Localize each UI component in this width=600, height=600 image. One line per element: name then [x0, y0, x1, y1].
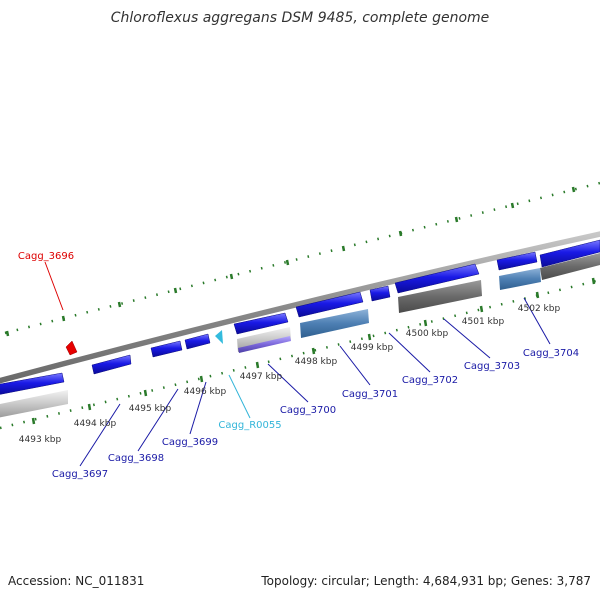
- leader-3700: [267, 363, 309, 403]
- leader-3702: [388, 332, 431, 373]
- gene-arrow-3703: [394, 263, 480, 294]
- scale-labels: 4493 kbp 4494 kbp 4495 kbp 4496 kbp 4497…: [19, 304, 561, 445]
- leader-3699: [189, 381, 207, 435]
- rna-label-R0055[interactable]: Cagg_R0055: [218, 420, 281, 431]
- gene-label-3698[interactable]: Cagg_3698: [108, 453, 164, 464]
- gene-arrow-3696: [65, 340, 78, 356]
- scale-label: 4497 kbp: [240, 372, 283, 382]
- gene-arrow-3699: [150, 340, 183, 358]
- gene-arrow-3699b: [184, 333, 211, 350]
- leader-3698: [137, 388, 179, 452]
- gene-arrow-3701: [295, 291, 364, 318]
- gene-label-3700[interactable]: Cagg_3700: [280, 405, 336, 416]
- gene-arrow-3704: [496, 251, 538, 271]
- gene-label-3697[interactable]: Cagg_3697: [52, 469, 108, 480]
- gene-label-3704[interactable]: Cagg_3704: [523, 348, 579, 359]
- leader-3696: [44, 261, 64, 311]
- gene-arrow-3700: [233, 312, 289, 335]
- gene-arrow-4505-shadow: [540, 253, 600, 280]
- gene-label-3703[interactable]: Cagg_3703: [464, 361, 520, 372]
- genome-backbone: [0, 231, 600, 384]
- outer-major-ticks: [5, 186, 576, 337]
- leader-3701: [339, 345, 371, 386]
- gene-arrow-3697-shadow: [0, 390, 68, 418]
- rna-arrow-R0055: [215, 330, 223, 344]
- gene-arrow-3703-shadow: [398, 280, 482, 313]
- leader-3697: [79, 403, 121, 467]
- gene-arrow-3697: [0, 372, 65, 395]
- accession-text: Accession: NC_011831: [8, 574, 145, 588]
- leader-3704: [523, 297, 551, 345]
- leader-R0055: [228, 374, 251, 419]
- scale-label: 4494 kbp: [74, 419, 117, 429]
- scale-label: 4500 kbp: [406, 329, 449, 339]
- gene-arrow-3704-shadow: [499, 268, 541, 290]
- scale-label: 4502 kbp: [518, 304, 561, 314]
- gene-arrow-3698: [91, 354, 132, 375]
- scale-label: 4498 kbp: [295, 357, 338, 367]
- scale-label: 4496 kbp: [184, 387, 227, 397]
- gene-label-3696[interactable]: Cagg_3696: [18, 251, 74, 262]
- scale-label: 4493 kbp: [19, 435, 62, 445]
- scale-label: 4501 kbp: [462, 317, 505, 327]
- gene-arrow-3701-shadow: [300, 309, 369, 338]
- gene-arrow-3700-purple: [238, 336, 291, 353]
- scale-label: 4499 kbp: [351, 343, 394, 353]
- gene-label-3701[interactable]: Cagg_3701: [342, 389, 398, 400]
- gene-labels: Cagg_3696 Cagg_3697 Cagg_3698 Cagg_3699 …: [18, 251, 579, 480]
- scale-label: 4495 kbp: [129, 404, 172, 414]
- gene-arrow-3702: [369, 285, 391, 302]
- leader-lines: [44, 261, 551, 467]
- gene-label-3699[interactable]: Cagg_3699: [162, 437, 218, 448]
- gene-label-3702[interactable]: Cagg_3702: [402, 375, 458, 386]
- map-title: Chloroflexus aggregans DSM 9485, complet…: [111, 10, 490, 26]
- gene-arrow-4505: [539, 239, 600, 268]
- leader-3703: [443, 318, 491, 359]
- genome-summary-text: Topology: circular; Length: 4,684,931 bp…: [261, 574, 591, 588]
- inner-major-ticks: [31, 277, 596, 425]
